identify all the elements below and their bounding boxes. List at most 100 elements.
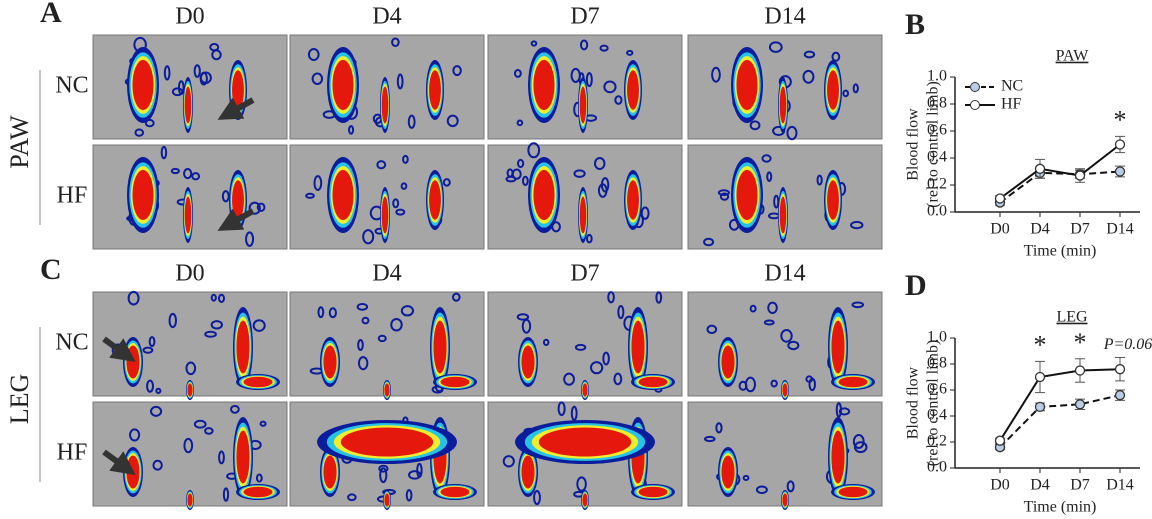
perfusion-blob [582, 383, 587, 396]
perfusion-blob [831, 431, 844, 484]
group-label: PAW [5, 115, 34, 169]
perfusion-blob [323, 346, 336, 379]
x-tick-label: D7 [1070, 477, 1090, 494]
perfusion-blob [382, 87, 389, 124]
y-axis-label: (rel to control limb) [925, 340, 942, 467]
perfusion-blob [185, 197, 192, 234]
figure: AD0D4D7D14NCHFPAWCD0D4D7D14NCHFLEGBPAW0.… [0, 0, 1152, 519]
perfusion-blob [384, 493, 389, 506]
x-tick-label: D4 [1030, 477, 1050, 494]
perfusion-blob [736, 170, 757, 220]
perfusion-blob [440, 377, 469, 388]
x-tick-label: D14 [1106, 477, 1134, 494]
perfusion-blob [627, 180, 639, 220]
row-label: HF [57, 440, 88, 466]
perfusion-blob [132, 60, 153, 110]
perfusion-blob [521, 346, 534, 379]
x-tick-label: D14 [1106, 221, 1134, 238]
column-header: D14 [764, 261, 805, 287]
perfusion-blob [539, 427, 631, 456]
series-line [1000, 395, 1120, 447]
perfusion-blob [827, 70, 839, 110]
perfusion-blob [627, 70, 639, 110]
chart-title: PAW [1056, 48, 1090, 65]
perfusion-blob [838, 487, 867, 498]
data-point [1036, 373, 1045, 382]
perfusion-blob [323, 456, 336, 489]
perfusion-blob [638, 487, 667, 498]
perfusion-blob [187, 493, 192, 506]
perfusion-blob [831, 321, 844, 374]
data-point [1116, 365, 1125, 374]
data-point [996, 436, 1005, 445]
panel-letter: D [905, 269, 927, 302]
perfusion-blob [533, 60, 554, 110]
x-axis-label: Time (min) [1024, 243, 1097, 260]
annotation: P=0.06 [1103, 336, 1152, 353]
perfusion-blob [580, 197, 587, 234]
annotation: * [1074, 328, 1087, 357]
perfusion-blob [429, 180, 441, 220]
data-point [1076, 366, 1085, 375]
annotation: * [1034, 330, 1047, 359]
perfusion-blob [780, 197, 787, 234]
series-line [1000, 145, 1120, 199]
perfusion-blob [440, 487, 469, 498]
data-point [1036, 402, 1045, 411]
perfusion-blob [126, 456, 139, 489]
perfusion-blob [332, 60, 353, 110]
data-point [1116, 140, 1125, 149]
legend-marker [971, 101, 980, 110]
data-point [1076, 400, 1085, 409]
data-point [1116, 167, 1125, 176]
perfusion-blob [631, 321, 644, 374]
column-header: D4 [372, 261, 401, 287]
legend-label: NC [1001, 78, 1023, 95]
x-tick-label: D0 [990, 221, 1010, 238]
column-header: D0 [175, 261, 204, 287]
perfusion-blob [126, 346, 139, 379]
row-label: HF [57, 183, 88, 209]
data-point [1076, 171, 1085, 180]
perfusion-blob [236, 431, 249, 484]
x-tick-label: D7 [1070, 221, 1090, 238]
perfusion-blob [782, 383, 787, 396]
panel-letter: C [40, 253, 62, 286]
perfusion-blob [582, 493, 587, 506]
perfusion-blob [521, 456, 534, 489]
panel-letter: B [905, 8, 925, 41]
column-header: D7 [570, 261, 599, 287]
perfusion-blob [132, 170, 153, 220]
panel-letter: A [40, 0, 62, 29]
column-header: D7 [570, 4, 599, 30]
legend-marker [971, 83, 980, 92]
perfusion-blob [187, 383, 192, 396]
y-axis-label: Blood flow [905, 366, 922, 439]
x-tick-label: D0 [990, 477, 1010, 494]
perfusion-blob [332, 170, 353, 220]
perfusion-blob [736, 60, 757, 110]
data-point [996, 194, 1005, 203]
perfusion-blob [638, 377, 667, 388]
perfusion-blob [533, 170, 554, 220]
perfusion-blob [838, 377, 867, 388]
perfusion-blob [185, 87, 192, 124]
legend-label: HF [1001, 96, 1022, 113]
chart-title: LEG [1056, 309, 1088, 326]
group-label: LEG [5, 374, 34, 425]
y-axis-label: (rel to control limb) [925, 81, 942, 208]
perfusion-blob [827, 180, 839, 220]
perfusion-blob [384, 383, 389, 396]
perfusion-blob [782, 493, 787, 506]
perfusion-blob [780, 87, 787, 124]
data-point [1116, 391, 1125, 400]
perfusion-blob [429, 70, 441, 110]
x-axis-label: Time (min) [1024, 499, 1097, 516]
perfusion-blob [341, 427, 433, 456]
perfusion-blob [433, 321, 446, 374]
series-line [1000, 172, 1120, 203]
row-label: NC [55, 73, 88, 99]
row-label: NC [55, 330, 88, 356]
perfusion-blob [243, 487, 272, 498]
y-axis-label: Blood flow [905, 108, 922, 181]
